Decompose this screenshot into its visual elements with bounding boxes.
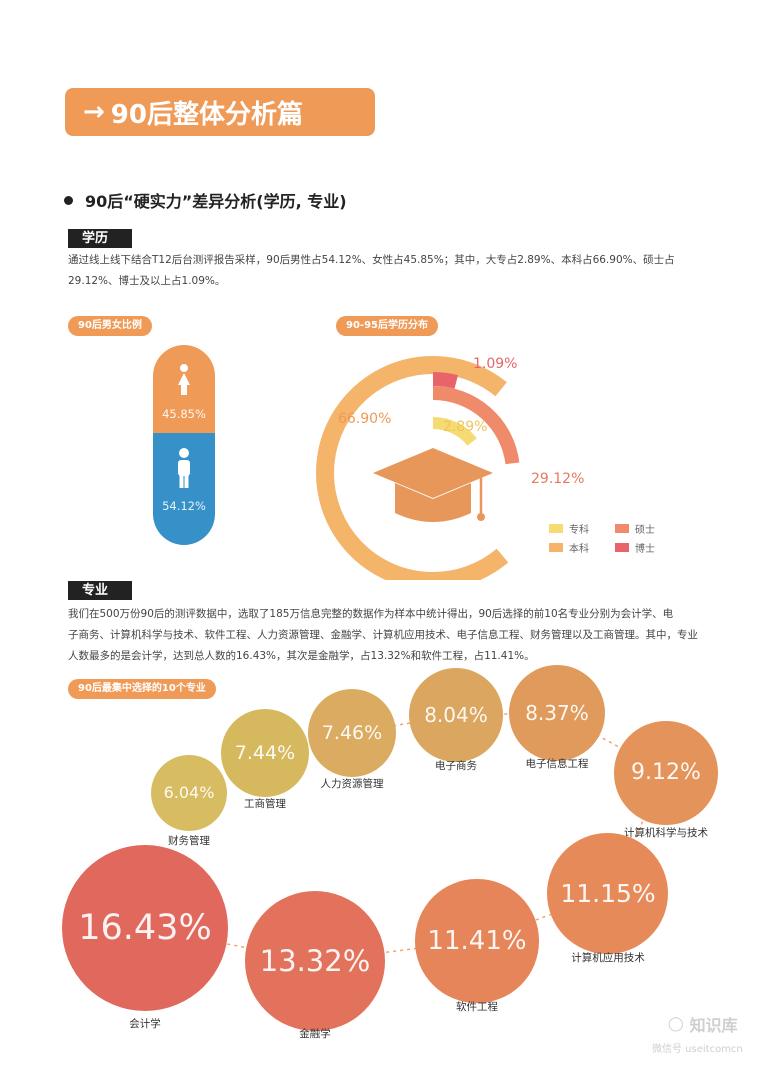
legend-swatch [615,524,629,533]
degree-arc-本科 [316,356,509,580]
legend-label: 硕士 [635,525,655,536]
major-bubble-label: 工商管理 [244,798,286,810]
major-bubble: 9.12% [614,721,718,825]
degree-value-label: 29.12% [531,471,584,487]
major-bubble-label: 软件工程 [456,1001,498,1013]
major-bubble-value: 11.15% [560,879,656,909]
arrow-right-icon: → [83,97,105,127]
male-segment: 54.12% [153,433,215,545]
education-text-line: 通过线上线下结合T12后台测评报告采样，90后男性占54.12%、女性占45.8… [68,254,675,266]
degree-chart-pill: 90-95后学历分布 [336,316,438,336]
legend-label: 本科 [569,544,589,555]
degree-arc-专科 [432,417,477,446]
major-bubble: 13.32% [245,891,385,1031]
major-bubble: 8.04% [409,668,503,762]
major-bubble-label: 计算机科学与技术 [624,827,708,839]
major-bubble-value: 7.46% [321,721,383,744]
major-bubble: 7.46% [307,688,397,778]
major-bubble: 16.43% [61,844,229,1012]
female-segment: 45.85% [153,345,215,433]
major-bubble-value: 16.43% [78,907,212,948]
major-bubble: 8.37% [508,664,606,762]
major-bubble-label: 金融学 [299,1028,331,1040]
watermark-sub: 微信号 useitcomcn [652,1044,743,1055]
degree-radial-chart: 2.89% 66.90% 29.12% 1.09% [316,356,584,580]
education-tag: 学历 [68,229,132,248]
major-bubble: 11.41% [415,879,539,1003]
major-bubble-label: 会计学 [129,1018,161,1030]
major-bubble-value: 13.32% [259,943,371,978]
degree-value-label: 2.89% [443,419,487,435]
major-bubble: 11.15% [547,833,669,955]
bullet-icon [64,195,73,205]
legend-item-boshi: 博士 [615,540,675,555]
female-icon [178,364,190,395]
section-heading: 90后“硬实力”差异分析(学历, 专业) [64,188,347,212]
graduation-cap-icon [373,448,493,522]
section-banner: → 90后整体分析篇 [65,88,375,136]
major-bubble-label: 电子信息工程 [525,758,589,770]
education-paragraph: 通过线上线下结合T12后台测评报告采样，90后男性占54.12%、女性占45.8… [68,250,708,292]
legend-item-benke: 本科 [549,540,615,555]
watermark-brand-text: 知识库 [689,1016,738,1035]
legend-swatch [549,543,563,552]
watermark-brand: ◯ 知识库 [668,1012,738,1036]
major-chart-pill: 90后最集中选择的10个专业 [68,679,216,699]
degree-arc-博士 [432,372,458,389]
major-paragraph: 我们在500万份90后的测评数据中，选取了185万信息完整的数据作为样本中统计得… [68,604,718,667]
legend-label: 专科 [569,525,589,536]
degree-legend: 专科 硕士 本科 博士 [549,521,675,555]
section-heading-text: 90后“硬实力”差异分析(学历, 专业) [85,192,347,211]
banner-title: 90后整体分析篇 [110,99,303,130]
gender-capsule: 45.85% 54.12% [153,345,215,545]
major-bubble-value: 7.44% [234,741,296,764]
degree-arc-硕士 [432,386,520,465]
male-value: 54.12% [162,499,206,513]
major-bubble: 7.44% [220,708,310,798]
major-tag: 专业 [68,581,132,600]
legend-swatch [549,524,563,533]
female-value: 45.85% [162,407,206,421]
degree-value-label: 66.90% [338,411,391,427]
major-bubble-label: 人力资源管理 [320,778,384,790]
legend-item-zhuanke: 专科 [549,521,615,536]
major-bubble-label: 财务管理 [168,835,210,847]
male-icon [178,448,190,488]
major-bubble-label: 计算机应用技术 [571,952,645,964]
major-bubble-label: 电子商务 [435,760,477,772]
major-text-line: 子商务、计算机科学与技术、软件工程、人力资源管理、金融学、计算机应用技术、电子信… [68,629,698,641]
gender-chart-pill: 90后男女比例 [68,316,152,336]
major-bubble-value: 11.41% [427,925,527,956]
major-bubble-value: 8.04% [424,702,488,727]
major-bubble-value: 8.37% [525,700,589,725]
education-text-line: 29.12%、博士及以上占1.09%。 [68,275,226,287]
major-text-line: 我们在500万份90后的测评数据中，选取了185万信息完整的数据作为样本中统计得… [68,608,674,620]
major-bubble: 6.04% [150,754,228,832]
degree-value-label: 1.09% [473,356,517,372]
major-text-line: 人数最多的是会计学，达到总人数的16.43%，其次是金融学，占13.32%和软件… [68,650,535,662]
major-bubble-value: 6.04% [163,783,215,803]
wechat-icon: ◯ [668,1016,684,1032]
legend-label: 博士 [635,544,655,555]
legend-item-shuoshi: 硕士 [615,521,675,536]
major-bubble-value: 9.12% [631,760,701,786]
legend-swatch [615,543,629,552]
